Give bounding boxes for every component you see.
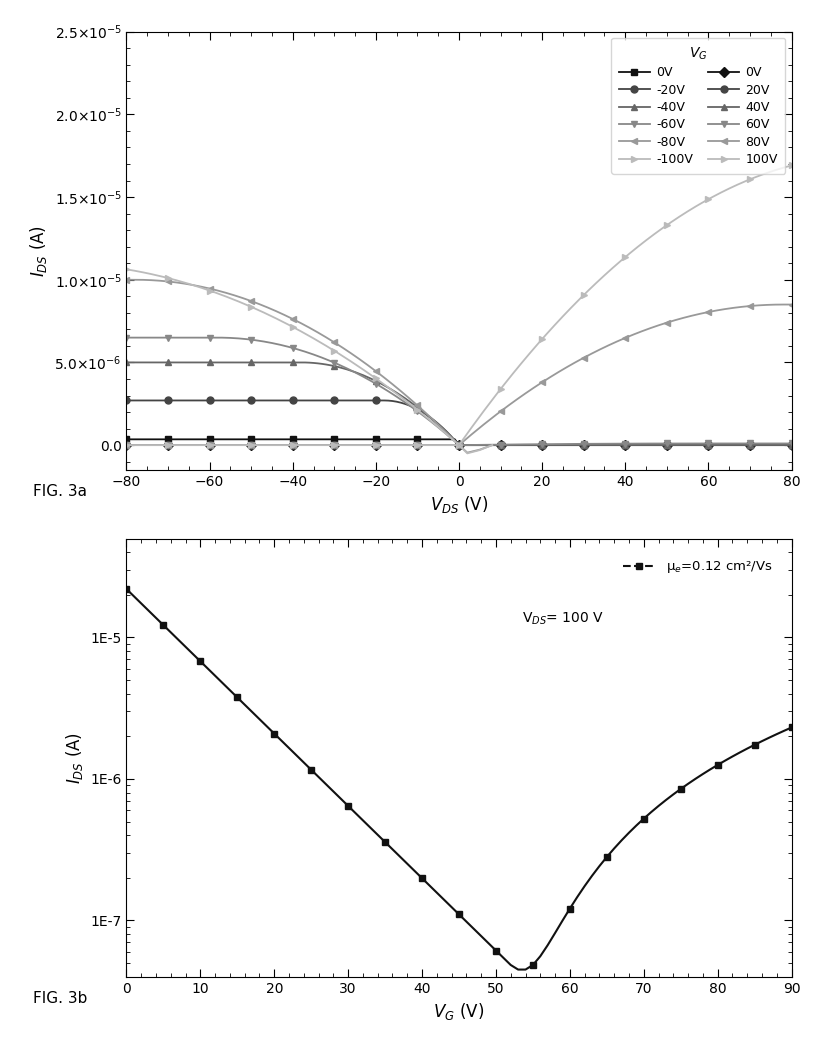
- X-axis label: $V_G$ (V): $V_G$ (V): [433, 1001, 485, 1022]
- Legend: 0V, -20V, -40V, -60V, -80V, -100V, 0V, 20V, 40V, 60V, 80V, 100V: 0V, -20V, -40V, -60V, -80V, -100V, 0V, 2…: [611, 38, 785, 173]
- X-axis label: $V_{DS}$ (V): $V_{DS}$ (V): [430, 494, 488, 515]
- Text: FIG. 3a: FIG. 3a: [33, 484, 86, 498]
- Legend: μ$_e$=0.12 cm²/Vs: μ$_e$=0.12 cm²/Vs: [618, 554, 778, 581]
- Y-axis label: $I_{DS}$ (A): $I_{DS}$ (A): [64, 732, 85, 784]
- Text: FIG. 3b: FIG. 3b: [33, 991, 87, 1005]
- Y-axis label: $I_{DS}$ (A): $I_{DS}$ (A): [28, 225, 49, 277]
- Text: V$_{DS}$= 100 V: V$_{DS}$= 100 V: [522, 610, 604, 627]
